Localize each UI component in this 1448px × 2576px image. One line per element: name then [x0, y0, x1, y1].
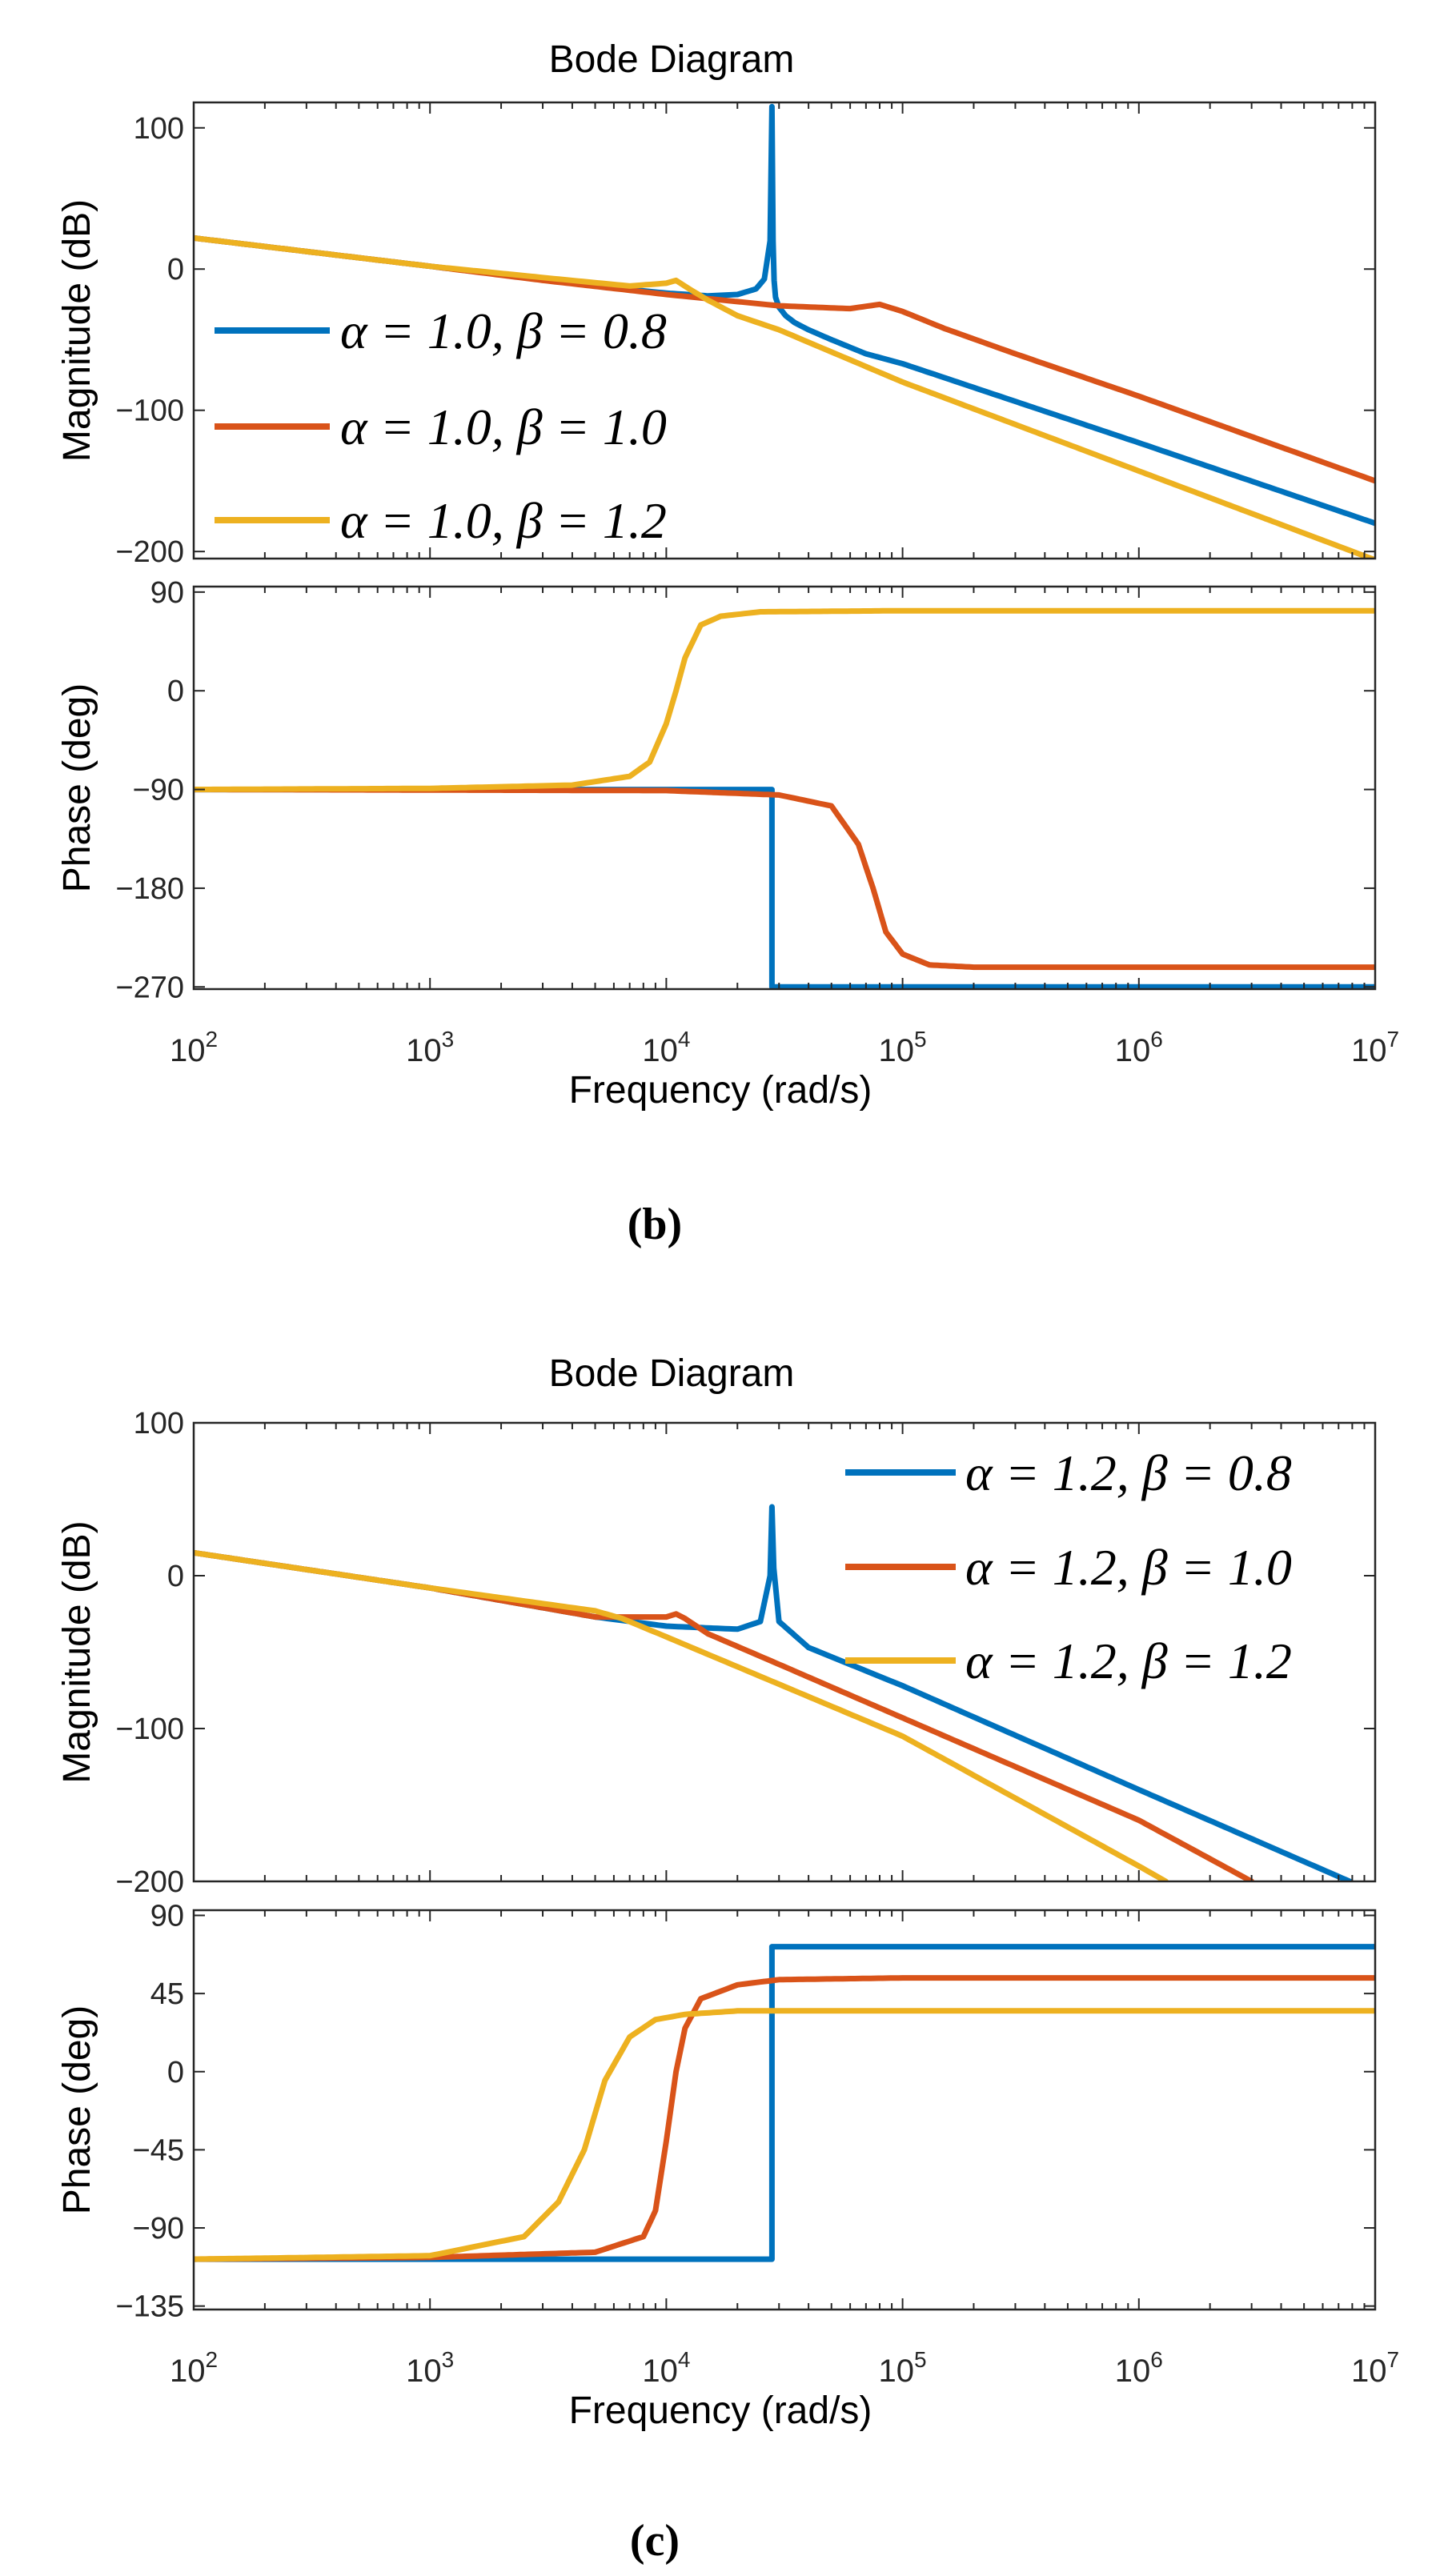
- x-tick-label: 103: [406, 1027, 454, 1068]
- phase-series-line-1-0-1-2: [194, 607, 1375, 793]
- x-tick-label: 104: [642, 2347, 690, 2389]
- x-tick-label: 105: [879, 2347, 927, 2389]
- y-tick-label: −270: [115, 971, 184, 1004]
- x-tick-base: 10: [642, 2354, 678, 2389]
- magnitude-axes: 100 0 −100 −200 Magnitude (dB): [56, 102, 1376, 569]
- phase-y-axis-label: Phase (deg): [56, 2005, 98, 2215]
- magnitude-plot-frame: [192, 101, 1377, 560]
- legend-entry: α = 1.0, β = 0.8: [340, 302, 667, 359]
- magnitude-axes: 100 0 −100 −200 Magnitude (dB): [56, 1407, 1376, 1899]
- x-tick-base: 10: [406, 2354, 442, 2389]
- phase-plot-frame: [192, 585, 1377, 991]
- phase-series-line-1-0-0-8: [194, 787, 1375, 989]
- panel-label: (c): [630, 2516, 680, 2566]
- legend-entry: α = 1.0, β = 1.0: [340, 399, 667, 455]
- x-tick-base: 10: [1115, 2354, 1151, 2389]
- magnitude-series-line-1-2-1-0: [194, 1549, 1255, 1881]
- y-tick-label: 45: [150, 1977, 184, 2011]
- y-tick-label: −200: [115, 1865, 184, 1899]
- y-tick-label: −45: [133, 2133, 184, 2167]
- chart-title: Bode Diagram: [549, 38, 795, 81]
- panel-label: (b): [628, 1200, 682, 1249]
- x-tick-base: 10: [879, 2354, 915, 2389]
- y-tick-label: −90: [133, 2212, 184, 2245]
- phase-series-line-1-2-0-8: [194, 1944, 1375, 2262]
- y-tick-label: 100: [134, 112, 184, 146]
- x-tick-label: 106: [1115, 2347, 1163, 2389]
- magnitude-series-line-1-2-1-2: [194, 1549, 1169, 1881]
- phase-series-line-1-2-1-0: [194, 1975, 1375, 2262]
- x-tick-exponent: 7: [1386, 2347, 1399, 2372]
- y-tick-label: −180: [115, 872, 184, 906]
- phase-series-line-1-2-1-2: [194, 2008, 1375, 2262]
- y-tick-label: −135: [115, 2290, 184, 2324]
- y-tick-label: 90: [150, 1900, 184, 1933]
- x-tick-exponent: 7: [1386, 1027, 1399, 1052]
- x-axis-label: Frequency (rad/s): [569, 2390, 872, 2432]
- magnitude-series-line-1-0-1-2: [194, 234, 1375, 559]
- x-tick-exponent: 4: [678, 2347, 691, 2372]
- x-tick-base: 10: [642, 1033, 678, 1068]
- x-tick-exponent: 2: [205, 1027, 218, 1052]
- y-tick-label: −100: [115, 395, 184, 428]
- phase-axes: 90 0 −90 −180 −270 Phase (deg): [56, 576, 1376, 1004]
- phase-axes: 90 45 0 −45 −90 −135 Phase (deg): [56, 1900, 1376, 2324]
- y-tick-label: 0: [167, 1560, 184, 1593]
- x-tick-exponent: 6: [1150, 1027, 1163, 1052]
- x-tick-exponent: 5: [914, 1027, 927, 1052]
- phase-y-axis-label: Phase (deg): [56, 683, 98, 893]
- magnitude-y-axis-label: Magnitude (dB): [56, 1520, 98, 1783]
- y-tick-label: 100: [134, 1407, 184, 1440]
- x-tick-exponent: 3: [442, 2347, 455, 2372]
- x-tick-exponent: 5: [914, 2347, 927, 2372]
- y-tick-label: 0: [167, 2056, 184, 2089]
- y-tick-label: 90: [150, 576, 184, 610]
- x-tick-label: 105: [879, 1027, 927, 1068]
- y-tick-label: −90: [133, 774, 184, 807]
- magnitude-plot-frame: [192, 1421, 1377, 1883]
- y-tick-label: 0: [167, 253, 184, 286]
- x-tick-label: 102: [170, 1027, 218, 1068]
- x-tick-base: 10: [879, 1033, 915, 1068]
- legend-entry: α = 1.2, β = 1.0: [965, 1539, 1292, 1596]
- x-tick-label: 107: [1351, 1027, 1399, 1068]
- x-tick-exponent: 3: [442, 1027, 455, 1052]
- x-tick-base: 10: [1351, 1033, 1387, 1068]
- x-tick-label: 102: [170, 2347, 218, 2389]
- x-tick-base: 10: [170, 1033, 206, 1068]
- x-tick-label: 106: [1115, 1027, 1163, 1068]
- y-tick-label: −100: [115, 1713, 184, 1746]
- magnitude-y-axis-label: Magnitude (dB): [56, 199, 98, 462]
- x-axis-label: Frequency (rad/s): [569, 1069, 872, 1112]
- x-tick-base: 10: [170, 2354, 206, 2389]
- legend-entry: α = 1.2, β = 0.8: [965, 1444, 1292, 1501]
- legend-entry: α = 1.0, β = 1.2: [340, 492, 667, 549]
- x-tick-label: 104: [642, 1027, 690, 1068]
- x-tick-exponent: 6: [1150, 2347, 1163, 2372]
- y-tick-label: 0: [167, 675, 184, 708]
- legend-entry: α = 1.2, β = 1.2: [965, 1633, 1292, 1689]
- phase-plot-frame: [192, 1909, 1377, 2311]
- x-tick-label: 107: [1351, 2347, 1399, 2389]
- y-tick-label: −200: [115, 535, 184, 569]
- x-tick-base: 10: [1351, 2354, 1387, 2389]
- chart-title: Bode Diagram: [549, 1352, 795, 1395]
- x-tick-exponent: 4: [678, 1027, 691, 1052]
- x-tick-exponent: 2: [205, 2347, 218, 2372]
- x-tick-base: 10: [406, 1033, 442, 1068]
- x-tick-label: 103: [406, 2347, 454, 2389]
- x-tick-base: 10: [1115, 1033, 1151, 1068]
- phase-series-line-1-0-1-0: [194, 787, 1375, 971]
